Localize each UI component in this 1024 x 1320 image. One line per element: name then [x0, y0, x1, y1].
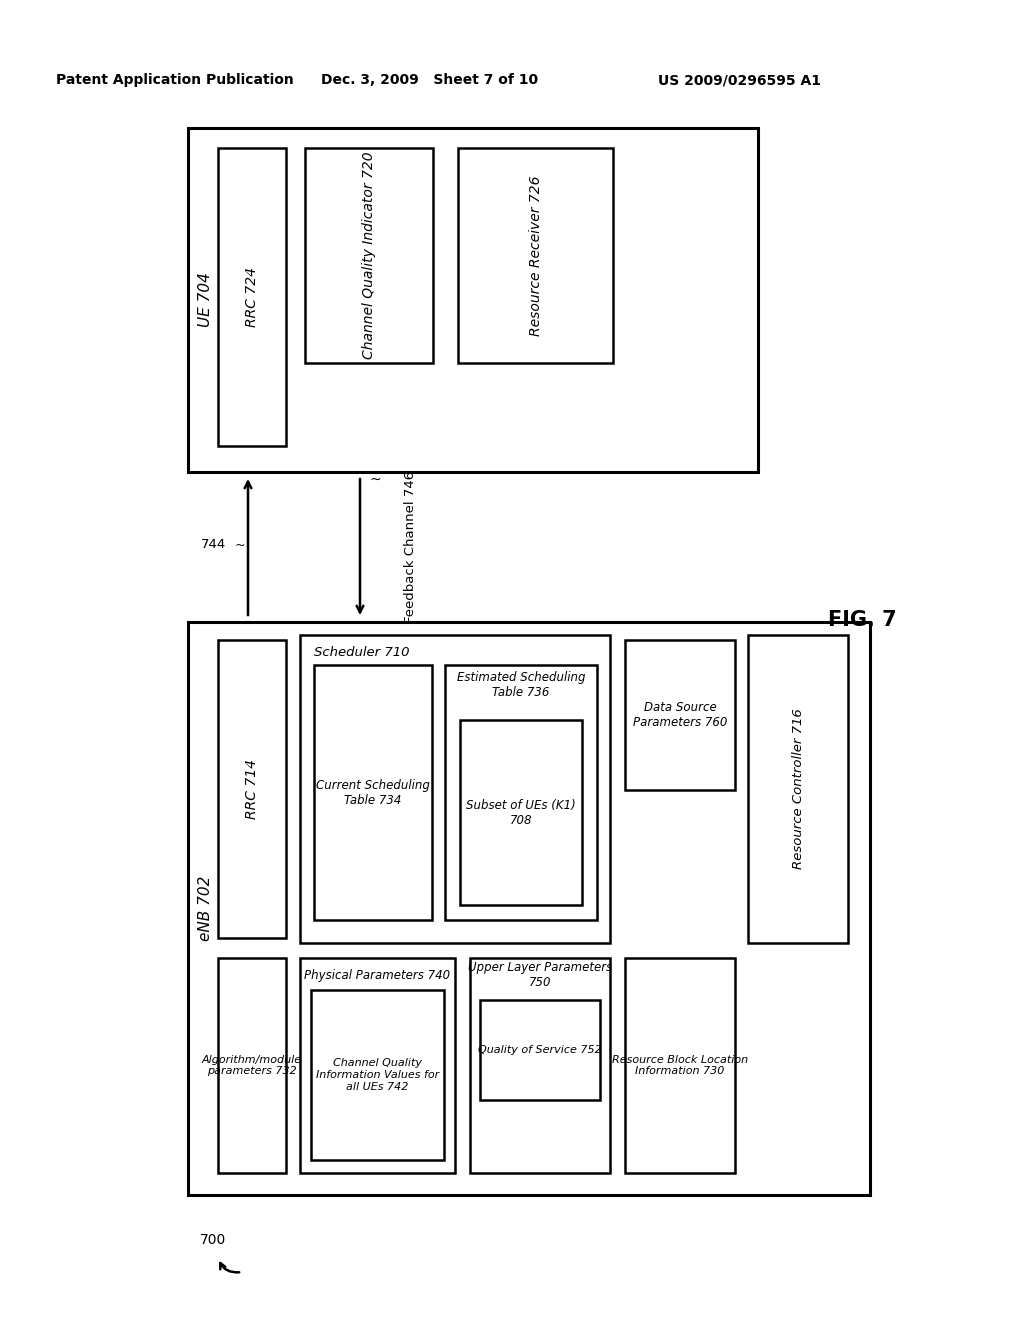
Bar	[458, 148, 613, 363]
Bar	[625, 958, 735, 1173]
Text: UE 704: UE 704	[199, 272, 213, 327]
Text: ~: ~	[234, 539, 246, 552]
Bar	[188, 128, 758, 473]
Text: Algorithm/module
parameters 732: Algorithm/module parameters 732	[202, 1055, 302, 1076]
Text: Resource Block Location
Information 730: Resource Block Location Information 730	[612, 1055, 749, 1076]
Text: 700: 700	[200, 1233, 226, 1247]
Bar	[300, 635, 610, 942]
Text: Resource Receiver 726: Resource Receiver 726	[528, 176, 543, 335]
Text: Current Scheduling
Table 734: Current Scheduling Table 734	[316, 779, 430, 807]
Text: RRC 714: RRC 714	[245, 759, 259, 818]
Text: Resource Controller 716: Resource Controller 716	[792, 709, 805, 870]
Text: Data Source
Parameters 760: Data Source Parameters 760	[633, 701, 727, 729]
Text: Physical Parameters 740: Physical Parameters 740	[304, 969, 451, 982]
Text: Patent Application Publication: Patent Application Publication	[56, 73, 294, 87]
Text: Upper Layer Parameters
750: Upper Layer Parameters 750	[468, 961, 612, 989]
Text: 744: 744	[201, 539, 226, 552]
Bar	[300, 958, 455, 1173]
Bar	[625, 640, 735, 789]
Text: Dec. 3, 2009   Sheet 7 of 10: Dec. 3, 2009 Sheet 7 of 10	[322, 73, 539, 87]
Text: Scheduler 710: Scheduler 710	[314, 645, 410, 659]
Bar	[480, 1001, 600, 1100]
Bar	[445, 665, 597, 920]
Bar	[470, 958, 610, 1173]
Text: Channel Quality
Information Values for
all UEs 742: Channel Quality Information Values for a…	[315, 1059, 439, 1092]
Bar	[218, 958, 286, 1173]
Bar	[188, 622, 870, 1195]
Bar	[218, 148, 286, 446]
Text: eNB 702: eNB 702	[199, 875, 213, 941]
Text: Estimated Scheduling
Table 736: Estimated Scheduling Table 736	[457, 671, 586, 700]
Bar	[305, 148, 433, 363]
Bar	[460, 719, 582, 906]
Text: Subset of UEs (K1)
708: Subset of UEs (K1) 708	[466, 799, 575, 826]
Text: FIG. 7: FIG. 7	[827, 610, 896, 630]
Bar	[218, 640, 286, 939]
Text: Channel Quality Indicator 720: Channel Quality Indicator 720	[362, 152, 376, 359]
Text: Quality of Service 752: Quality of Service 752	[478, 1045, 602, 1055]
Text: RRC 724: RRC 724	[245, 267, 259, 327]
Bar	[314, 665, 432, 920]
Text: ~: ~	[370, 473, 381, 487]
Text: US 2009/0296595 A1: US 2009/0296595 A1	[658, 73, 821, 87]
Bar	[748, 635, 848, 942]
Text: Feedback Channel 746: Feedback Channel 746	[403, 471, 417, 623]
Bar	[311, 990, 444, 1160]
